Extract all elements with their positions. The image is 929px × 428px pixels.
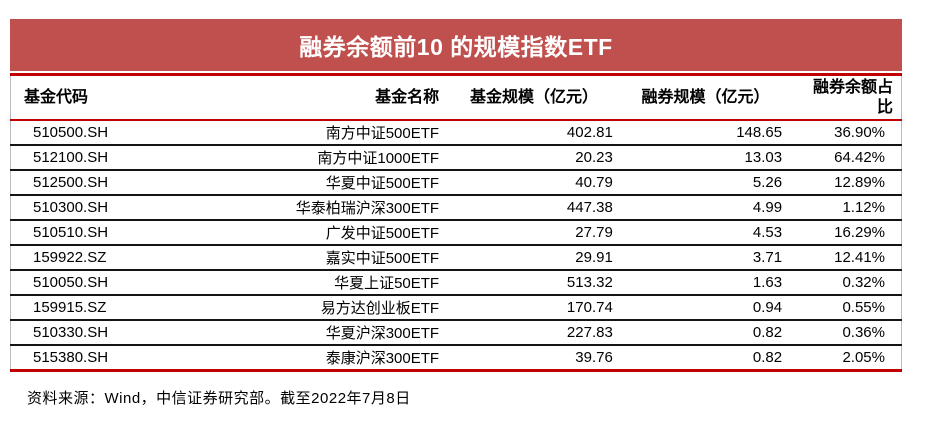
cell-short-size: 0.82 [620, 345, 791, 372]
table-body: 510500.SH 南方中证500ETF 402.81 148.65 36.90… [10, 120, 902, 372]
cell-fund-code: 159922.SZ [10, 245, 211, 271]
cell-short-size: 4.53 [620, 220, 791, 246]
cell-short-ratio: 16.29% [790, 220, 902, 246]
cell-short-ratio: 12.89% [790, 170, 902, 196]
cell-short-size: 4.99 [620, 195, 791, 221]
cell-fund-code: 512500.SH [10, 170, 211, 196]
table-header: 基金代码 基金名称 基金规模（亿元） 融券规模（亿元） 融券余额占比 [10, 76, 902, 121]
cell-short-size: 1.63 [620, 270, 791, 296]
col-header-fund-size: 基金规模（亿元） [447, 76, 621, 121]
table-row: 510050.SH 华夏上证50ETF 513.32 1.63 0.32% [10, 270, 902, 296]
etf-table: 基金代码 基金名称 基金规模（亿元） 融券规模（亿元） 融券余额占比 51050… [10, 76, 902, 372]
cell-fund-name: 嘉实中证500ETF [210, 245, 448, 271]
cell-fund-name: 南方中证500ETF [210, 120, 448, 146]
cell-fund-size: 227.83 [447, 320, 621, 346]
cell-short-ratio: 36.90% [790, 120, 902, 146]
table-title-banner: 融券余额前10 的规模指数ETF [10, 19, 902, 71]
cell-fund-name: 泰康沪深300ETF [210, 345, 448, 372]
cell-fund-size: 27.79 [447, 220, 621, 246]
table-row: 159915.SZ 易方达创业板ETF 170.74 0.94 0.55% [10, 295, 902, 321]
header-row: 基金代码 基金名称 基金规模（亿元） 融券规模（亿元） 融券余额占比 [10, 76, 902, 121]
cell-fund-name: 华夏沪深300ETF [210, 320, 448, 346]
cell-fund-name: 易方达创业板ETF [210, 295, 448, 321]
table-row: 510300.SH 华泰柏瑞沪深300ETF 447.38 4.99 1.12% [10, 195, 902, 221]
table-row: 510330.SH 华夏沪深300ETF 227.83 0.82 0.36% [10, 320, 902, 346]
cell-short-size: 5.26 [620, 170, 791, 196]
col-header-short-ratio-label: 融券余额占比 [812, 78, 893, 116]
cell-short-size: 0.82 [620, 320, 791, 346]
table-row: 512100.SH 南方中证1000ETF 20.23 13.03 64.42% [10, 145, 902, 171]
cell-short-ratio: 64.42% [790, 145, 902, 171]
cell-fund-code: 510510.SH [10, 220, 211, 246]
cell-short-ratio: 0.36% [790, 320, 902, 346]
cell-short-ratio: 0.55% [790, 295, 902, 321]
cell-short-size: 3.71 [620, 245, 791, 271]
col-header-short-size: 融券规模（亿元） [620, 76, 791, 121]
cell-fund-name: 华夏中证500ETF [210, 170, 448, 196]
cell-short-ratio: 2.05% [790, 345, 902, 372]
cell-fund-code: 510050.SH [10, 270, 211, 296]
cell-fund-name: 南方中证1000ETF [210, 145, 448, 171]
col-header-fund-code: 基金代码 [10, 76, 211, 121]
cell-short-ratio: 1.12% [790, 195, 902, 221]
cell-fund-size: 402.81 [447, 120, 621, 146]
table-row: 510500.SH 南方中证500ETF 402.81 148.65 36.90… [10, 120, 902, 146]
cell-fund-code: 510500.SH [10, 120, 211, 146]
report-table-figure: 融券余额前10 的规模指数ETF 基金代码 基金名称 基金规模（亿元） 融券规模… [10, 19, 902, 407]
cell-fund-code: 159915.SZ [10, 295, 211, 321]
cell-fund-code: 512100.SH [10, 145, 211, 171]
table-row: 159922.SZ 嘉实中证500ETF 29.91 3.71 12.41% [10, 245, 902, 271]
col-header-fund-name: 基金名称 [210, 76, 448, 121]
cell-fund-code: 510300.SH [10, 195, 211, 221]
col-header-short-ratio: 融券余额占比 [790, 76, 902, 121]
table-row: 515380.SH 泰康沪深300ETF 39.76 0.82 2.05% [10, 345, 902, 372]
cell-fund-code: 510330.SH [10, 320, 211, 346]
cell-short-size: 148.65 [620, 120, 791, 146]
cell-fund-name: 华泰柏瑞沪深300ETF [210, 195, 448, 221]
cell-fund-size: 447.38 [447, 195, 621, 221]
cell-fund-code: 515380.SH [10, 345, 211, 372]
cell-fund-size: 513.32 [447, 270, 621, 296]
cell-short-ratio: 0.32% [790, 270, 902, 296]
source-note: 资料来源：Wind，中信证券研究部。截至2022年7月8日 [27, 390, 411, 407]
cell-fund-name: 华夏上证50ETF [210, 270, 448, 296]
cell-short-size: 0.94 [620, 295, 791, 321]
cell-fund-size: 170.74 [447, 295, 621, 321]
red-divider-top [10, 73, 902, 76]
cell-fund-size: 39.76 [447, 345, 621, 372]
table-row: 510510.SH 广发中证500ETF 27.79 4.53 16.29% [10, 220, 902, 246]
table-title: 融券余额前10 的规模指数ETF [299, 34, 613, 60]
cell-short-size: 13.03 [620, 145, 791, 171]
cell-short-ratio: 12.41% [790, 245, 902, 271]
cell-fund-size: 40.79 [447, 170, 621, 196]
cell-fund-size: 20.23 [447, 145, 621, 171]
table-row: 512500.SH 华夏中证500ETF 40.79 5.26 12.89% [10, 170, 902, 196]
cell-fund-name: 广发中证500ETF [210, 220, 448, 246]
cell-fund-size: 29.91 [447, 245, 621, 271]
